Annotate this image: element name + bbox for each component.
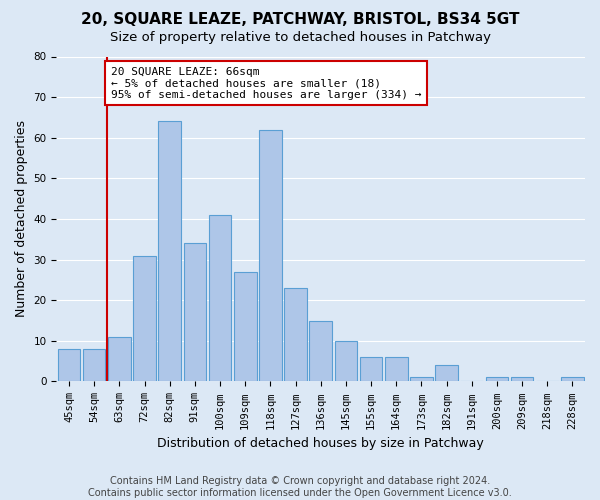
Bar: [58, 349, 80, 382]
Bar: [511, 378, 533, 382]
Bar: [184, 244, 206, 382]
Bar: [234, 272, 257, 382]
Text: Contains HM Land Registry data © Crown copyright and database right 2024.
Contai: Contains HM Land Registry data © Crown c…: [88, 476, 512, 498]
Bar: [158, 122, 181, 382]
Bar: [561, 378, 584, 382]
Text: 20, SQUARE LEAZE, PATCHWAY, BRISTOL, BS34 5GT: 20, SQUARE LEAZE, PATCHWAY, BRISTOL, BS3…: [81, 12, 519, 28]
Bar: [284, 288, 307, 382]
Bar: [485, 378, 508, 382]
Bar: [108, 337, 131, 382]
X-axis label: Distribution of detached houses by size in Patchway: Distribution of detached houses by size …: [157, 437, 484, 450]
Text: 20 SQUARE LEAZE: 66sqm
← 5% of detached houses are smaller (18)
95% of semi-deta: 20 SQUARE LEAZE: 66sqm ← 5% of detached …: [110, 66, 421, 100]
Y-axis label: Number of detached properties: Number of detached properties: [15, 120, 28, 318]
Bar: [410, 378, 433, 382]
Bar: [360, 357, 382, 382]
Bar: [435, 365, 458, 382]
Text: Size of property relative to detached houses in Patchway: Size of property relative to detached ho…: [110, 31, 491, 44]
Bar: [209, 215, 232, 382]
Bar: [83, 349, 106, 382]
Bar: [385, 357, 407, 382]
Bar: [259, 130, 281, 382]
Bar: [133, 256, 156, 382]
Bar: [310, 320, 332, 382]
Bar: [335, 341, 357, 382]
